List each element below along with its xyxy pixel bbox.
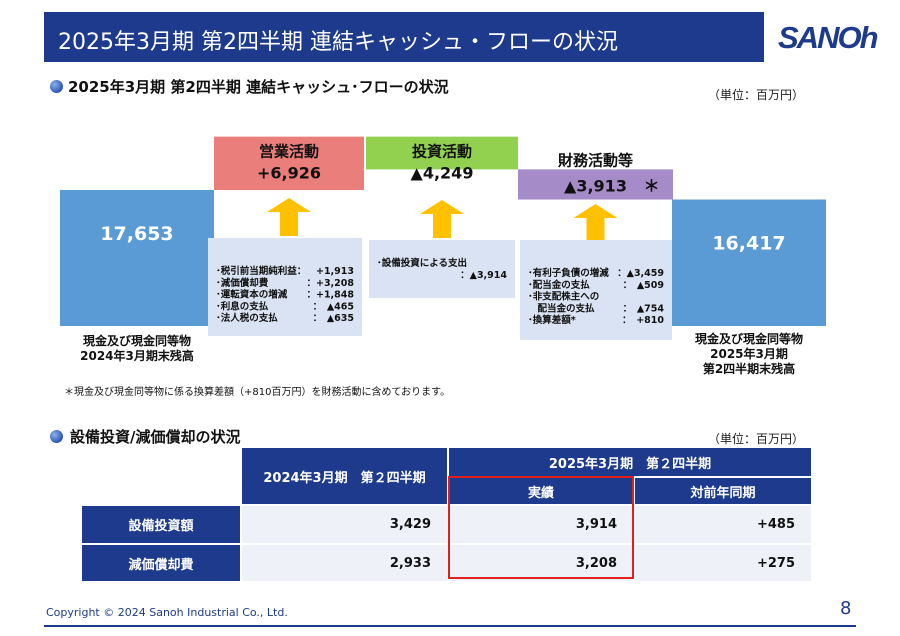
bar-1 xyxy=(214,136,364,190)
footer-line xyxy=(44,625,856,627)
footnote: ＊現金及び現金同等物に係る換算差額（+810百万円）を財務活動に含めております。 xyxy=(64,387,451,398)
bullet-icon xyxy=(50,430,63,443)
bar-title-label: 営業活動 xyxy=(259,143,319,161)
cell-actual: 3,914 xyxy=(447,504,635,545)
bar-value-label: ▲3,913 xyxy=(564,176,627,195)
capex-table: 2024年3月期 第２四半期 2025年3月期 第２四半期 実績 対前年同期 設… xyxy=(80,446,813,583)
detail-item-value: +1,913 xyxy=(316,266,354,277)
row-label: 減価償却費 xyxy=(80,543,242,583)
page-number: 8 xyxy=(840,598,852,619)
table-row: 減価償却費 2,933 3,208 +275 xyxy=(80,543,813,583)
end-balance-label: 2025年3月期 xyxy=(710,346,788,361)
cash-flow-waterfall-chart: 17,653 16,417 営業活動 +6,926 投資活動 ▲4,249 財務活動等 ▲3,… xyxy=(60,136,826,376)
detail-item-value: ： ▲465 xyxy=(313,301,354,312)
detail-item-label: 配当金の支払 xyxy=(528,302,595,314)
bar-value-label: ▲4,249 xyxy=(411,164,474,183)
detail-item-label: ･減価償却費 xyxy=(216,277,269,289)
copyright: Copyright © 2024 Sanoh Industrial Co., L… xyxy=(46,606,288,619)
end-balance-label: 第2四半期末残高 xyxy=(703,361,795,376)
header-current-period: 2025年3月期 第２四半期 xyxy=(447,446,813,478)
cell-prev: 3,429 xyxy=(240,504,449,545)
cf-section-title: 2025年3月期 第2四半期 連結キャッシュ･フローの状況 xyxy=(68,78,449,96)
detail-item-label: ･非支配株主への xyxy=(528,291,599,303)
bar-title-label: 投資活動 xyxy=(412,143,472,161)
cell-actual: 3,208 xyxy=(447,543,635,583)
detail-item-label: ･設備投資による支出 xyxy=(377,257,467,269)
bar-4 xyxy=(672,199,826,326)
bar-value-label: +6,926 xyxy=(257,164,321,183)
detail-item-label: ･有利子負債の増減 xyxy=(528,267,609,279)
cell-yoy: +275 xyxy=(633,543,813,583)
detail-item-value: ： ▲509 xyxy=(623,280,664,291)
up-arrow-icon xyxy=(420,200,464,238)
table-corner xyxy=(80,446,242,506)
detail-box-operating xyxy=(208,238,362,336)
detail-item-value: ： +810 xyxy=(622,315,664,326)
bar-3 xyxy=(518,169,673,200)
detail-item-value: ： ▲754 xyxy=(623,303,665,314)
start-balance-label: 現金及び現金同等物 xyxy=(83,333,191,348)
header-yoy: 対前年同期 xyxy=(633,476,813,506)
bar-2 xyxy=(366,136,518,170)
bar-title-label: 財務活動等 xyxy=(557,151,633,169)
detail-item-label: ･配当金の支払 xyxy=(528,279,590,291)
header-prev-period: 2024年3月期 第２四半期 xyxy=(240,446,449,506)
detail-item-value: ：+3,208 xyxy=(306,278,354,289)
sanoh-logo: SANOh xyxy=(778,20,878,56)
detail-item-value: ：▲3,914 xyxy=(460,270,507,281)
detail-item-label: ･運転資本の増減 xyxy=(216,289,288,301)
detail-item-value: ：+1,848 xyxy=(306,290,354,301)
bar-value-label: 16,417 xyxy=(712,233,785,255)
bar-value-label: 17,653 xyxy=(100,223,173,245)
header-bar xyxy=(44,12,764,62)
footnote-mark: ＊ xyxy=(643,176,659,195)
row-label: 設備投資額 xyxy=(80,504,242,545)
cell-prev: 2,933 xyxy=(240,543,449,583)
detail-item-value: ： ▲635 xyxy=(313,313,354,324)
detail-item-value: ：▲3,459 xyxy=(617,268,664,279)
capex-unit-label: （単位：百万円） xyxy=(708,432,805,446)
highlight-box xyxy=(448,476,634,579)
up-arrow-icon xyxy=(267,198,311,236)
bar-0 xyxy=(60,190,214,326)
cell-yoy: +485 xyxy=(633,504,813,545)
detail-item-label: ･法人税の支払 xyxy=(216,312,278,324)
logo-text: SANOh xyxy=(778,20,878,55)
table-row: 設備投資額 3,429 3,914 +485 xyxy=(80,504,813,545)
bullet-icon xyxy=(50,80,63,93)
detail-item-label: ･換算差額* xyxy=(528,314,576,326)
page-title: 2025年3月期 第2四半期 連結キャッシュ・フローの状況 xyxy=(58,30,618,55)
detail-box-financing xyxy=(520,240,672,340)
detail-item-label: ･税引前当期純利益： xyxy=(216,265,306,277)
end-balance-label: 現金及び現金同等物 xyxy=(695,331,803,346)
up-arrow-icon xyxy=(573,204,618,242)
start-balance-label: 2024年3月期末残高 xyxy=(80,348,194,363)
detail-box-investing xyxy=(369,240,515,298)
header-actual: 実績 xyxy=(447,476,635,506)
detail-item-label: ･利息の支払 xyxy=(216,300,269,312)
cf-unit-label: （単位：百万円） xyxy=(708,88,805,102)
capex-section-title: 設備投資/減価償却の状況 xyxy=(70,428,241,446)
